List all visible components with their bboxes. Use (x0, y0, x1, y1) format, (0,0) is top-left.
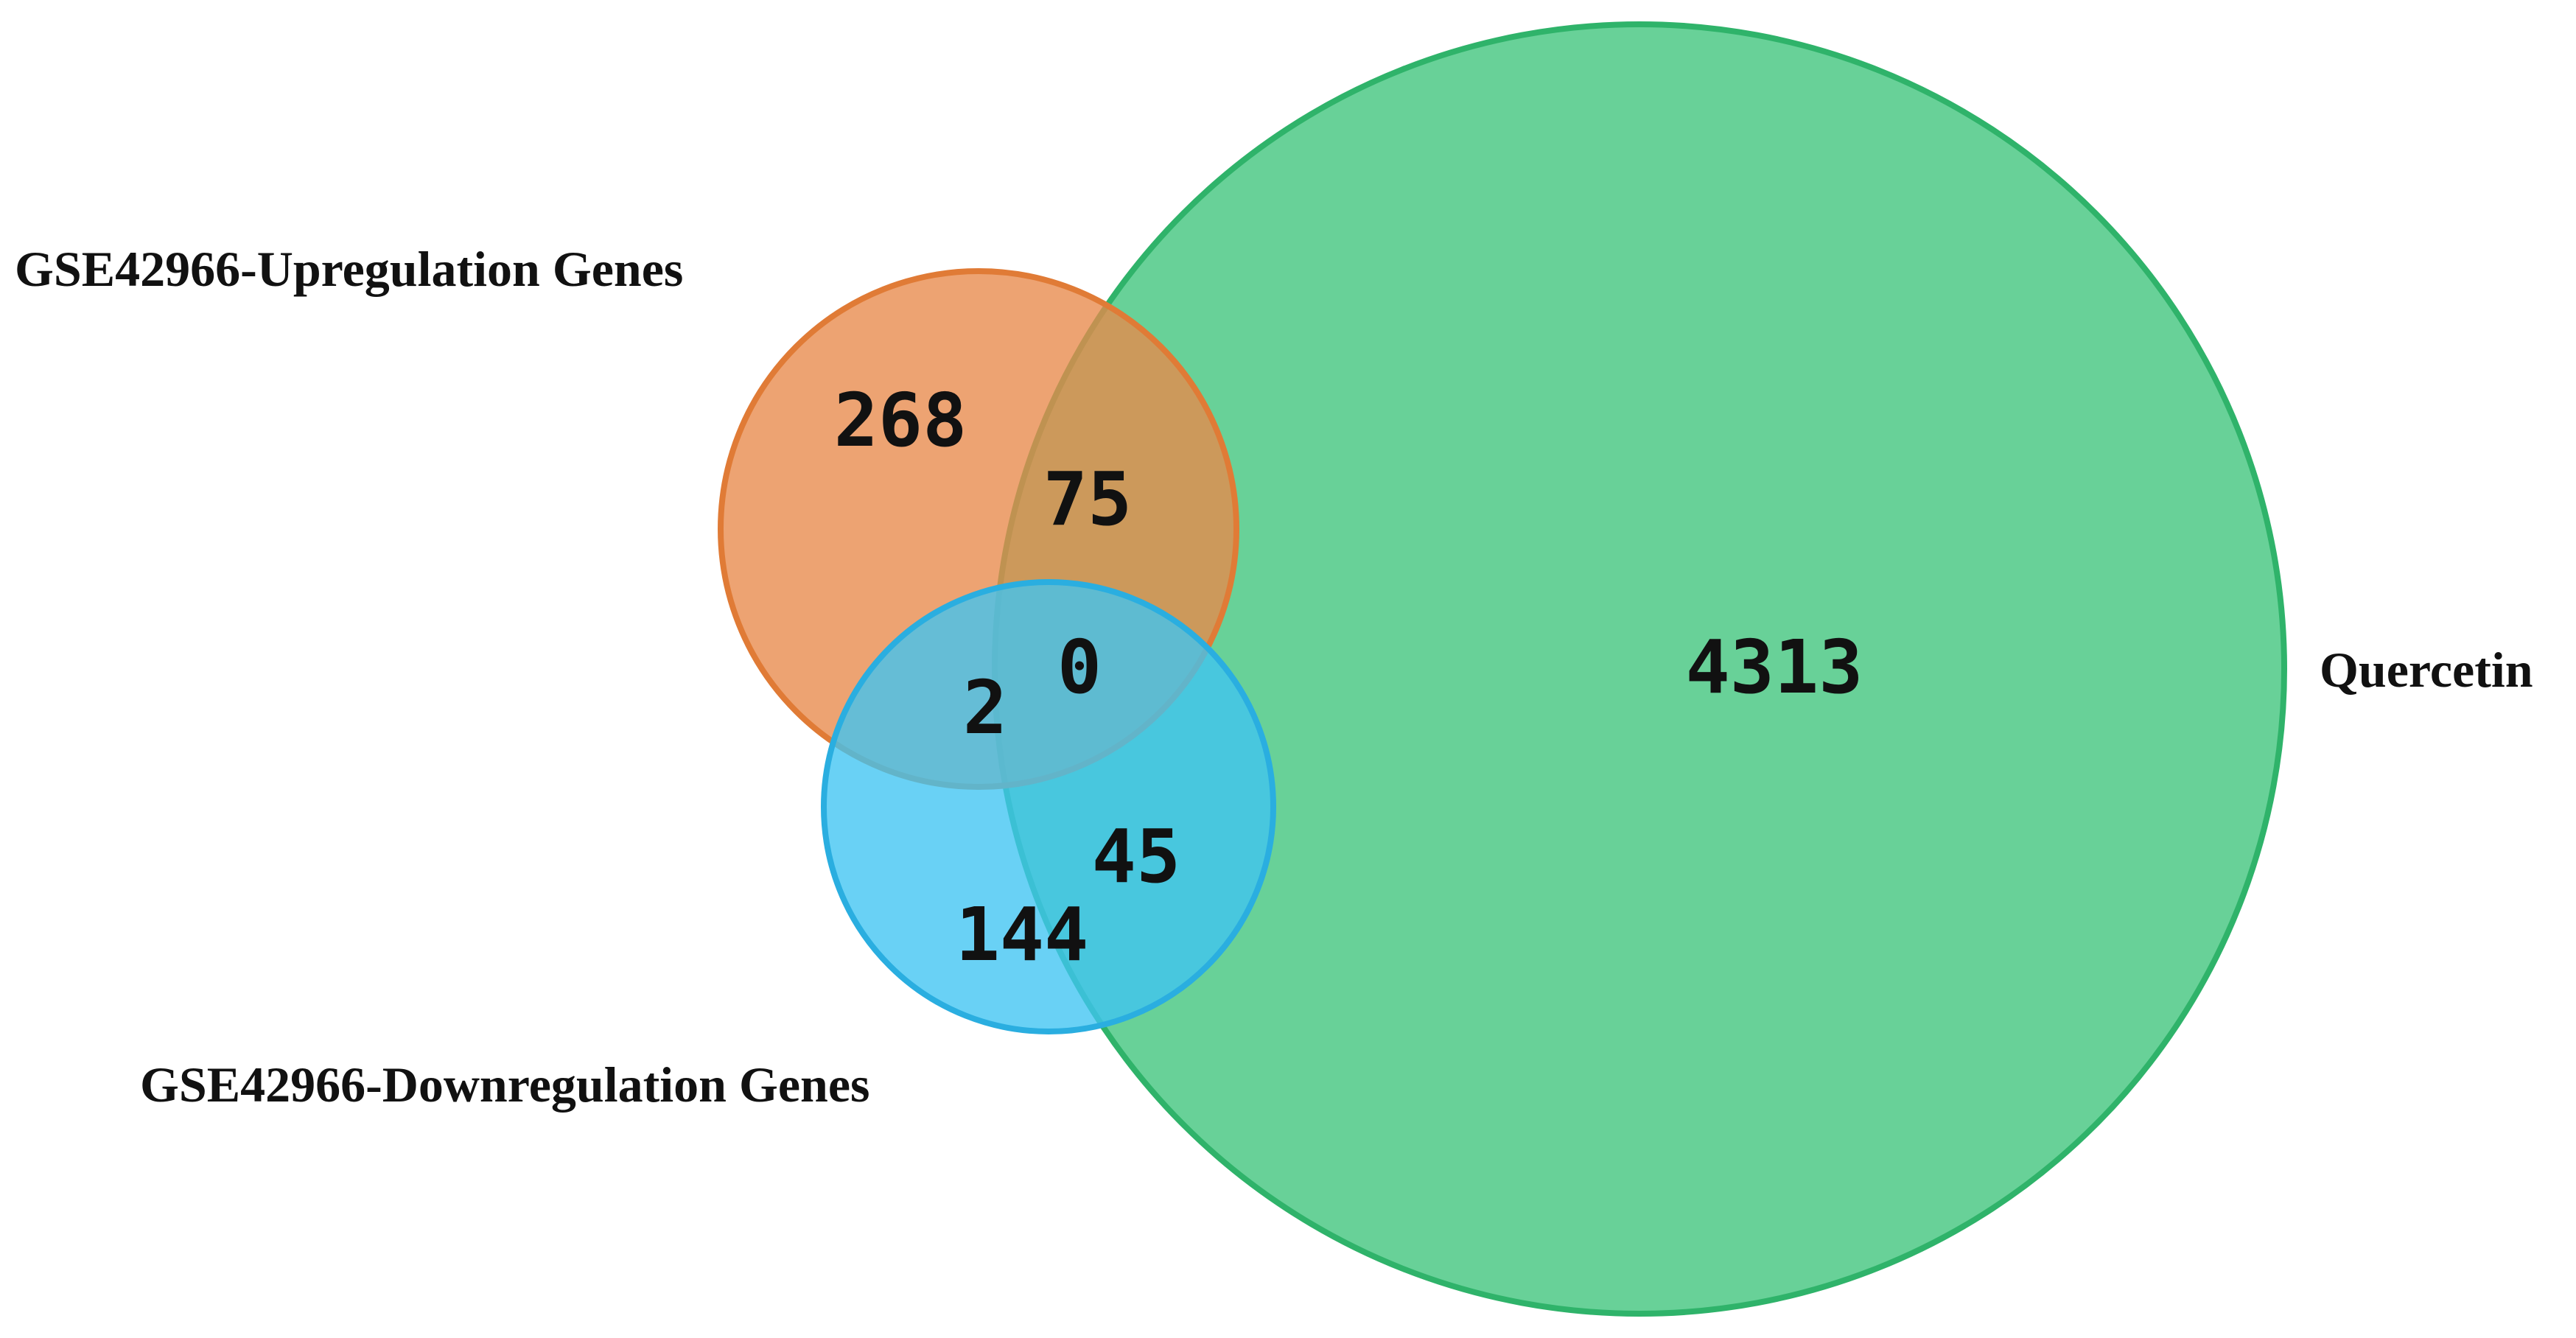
count-down-only: 144 (956, 892, 1089, 978)
count-up-only: 268 (834, 377, 967, 463)
quercetin-set-label: Quercetin (2320, 642, 2533, 698)
downregulation-circle (821, 579, 1276, 1034)
downregulation-set-label: GSE42966-Downregulation Genes (140, 1057, 869, 1113)
count-up-down-quercetin: 0 (1057, 624, 1102, 710)
count-up-quercetin: 75 (1043, 456, 1132, 542)
count-quercetin-only: 4313 (1686, 624, 1863, 710)
count-up-down: 2 (963, 665, 1007, 751)
count-down-quercetin: 45 (1092, 813, 1180, 900)
upregulation-set-label: GSE42966-Upregulation Genes (15, 241, 683, 297)
